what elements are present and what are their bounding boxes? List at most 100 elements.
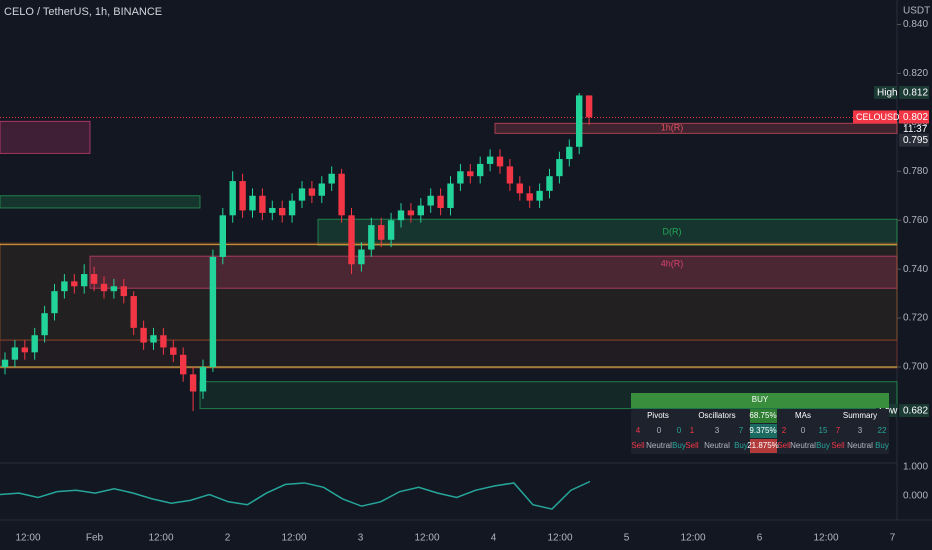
candle-body <box>477 163 484 177</box>
zone <box>317 218 898 246</box>
last-price: 0.802 <box>903 112 928 123</box>
high-value-bg <box>899 85 929 99</box>
candle-body <box>397 210 405 221</box>
candle-body <box>328 173 335 184</box>
signal-label: Sell <box>685 441 699 450</box>
candle-body <box>437 195 444 208</box>
level-price: 0.795 <box>903 135 928 146</box>
countdown: 11:37 <box>903 124 928 135</box>
candle-body <box>348 215 355 265</box>
osc-tick-label: 0.000 <box>903 491 928 502</box>
zone <box>0 195 201 209</box>
x-tick-label: 12:00 <box>414 533 439 544</box>
signal-count: 2 <box>782 426 787 435</box>
candle-body <box>130 296 137 328</box>
candle-body <box>170 347 177 355</box>
signal-percent-bg <box>750 439 777 453</box>
candle-body <box>378 225 385 240</box>
symbol: CELOUSDT <box>856 112 906 122</box>
signal-label: Sell <box>631 441 645 450</box>
candle-body <box>387 220 395 240</box>
candle-body <box>269 207 276 213</box>
candle-body <box>61 281 68 292</box>
signal-count: 0 <box>801 426 806 435</box>
level-price-bg <box>899 133 929 147</box>
x-tick-label: 6 <box>757 533 763 544</box>
candle-body <box>229 181 236 216</box>
candle-body <box>41 313 48 336</box>
candle-body <box>496 156 504 167</box>
candle-body <box>189 374 197 392</box>
signal-label: Neutral <box>790 441 816 450</box>
low-value-bg <box>899 404 929 418</box>
candle-body <box>566 146 573 160</box>
y-tick-label: 0.740 <box>903 264 928 275</box>
signal-group: Oscillators <box>698 411 735 420</box>
candle-body <box>71 281 78 287</box>
x-tick-label: 2 <box>225 533 231 544</box>
candle-body <box>427 195 434 206</box>
signal-group: Pivots <box>647 411 669 420</box>
signal-label: Buy <box>734 441 748 450</box>
x-tick-label: 3 <box>358 533 364 544</box>
high-tag-bg <box>874 85 897 99</box>
x-tick-label: 12:00 <box>15 533 40 544</box>
candle-body <box>546 176 553 191</box>
y-tick-label: 0.840 <box>903 19 928 30</box>
candle-body <box>486 156 494 164</box>
x-tick-label: 12:00 <box>281 533 306 544</box>
candle-body <box>288 200 296 216</box>
signal-percent: 21.875% <box>747 441 779 450</box>
candle-body <box>259 195 266 213</box>
high-label: High <box>877 88 898 99</box>
high-value: 0.812 <box>903 88 928 99</box>
candle-body <box>249 195 256 211</box>
candle-body <box>81 274 88 287</box>
candle-body <box>576 95 583 147</box>
signal-count: 3 <box>858 426 863 435</box>
candle-body <box>209 256 217 368</box>
candle-body <box>120 286 127 297</box>
signal-title: BUY <box>752 395 769 404</box>
zone-label: D(R) <box>663 227 682 237</box>
candle-body <box>467 171 474 177</box>
candle-body <box>536 190 543 201</box>
candle-body <box>585 95 593 118</box>
zone <box>89 255 898 289</box>
candle-body <box>110 286 118 292</box>
signal-count: 7 <box>739 426 744 435</box>
oscillator-line <box>0 480 591 510</box>
zone <box>0 339 898 369</box>
signal-count: 7 <box>836 426 841 435</box>
candle-body <box>318 183 325 196</box>
signal-count: 3 <box>715 426 720 435</box>
candle-body <box>526 193 533 201</box>
low-value: 0.682 <box>903 406 928 417</box>
signal-percent-bg <box>750 409 777 423</box>
candle-body <box>308 188 316 196</box>
candle-body <box>457 171 464 184</box>
candle-body <box>298 188 306 201</box>
x-tick-label: 12:00 <box>813 533 838 544</box>
y-tick-label: 0.820 <box>903 68 928 79</box>
candle-body <box>219 215 226 257</box>
last-price-bg <box>899 110 929 124</box>
signal-count: 4 <box>636 426 641 435</box>
signal-count: 22 <box>878 426 887 435</box>
candle-body <box>90 274 98 284</box>
candle-body <box>358 249 365 265</box>
signal-count: 1 <box>690 426 695 435</box>
x-tick-label: 12:00 <box>148 533 173 544</box>
signal-percent-bg <box>750 424 777 438</box>
candle-body <box>417 205 424 216</box>
osc-tick-label: 1.000 <box>903 462 928 473</box>
candle-body <box>279 207 286 216</box>
y-tick-label: 0.700 <box>903 362 928 373</box>
x-tick-label: 4 <box>491 533 497 544</box>
zone <box>0 120 91 154</box>
y-tick-label: 0.720 <box>903 313 928 324</box>
candle-body <box>140 327 147 343</box>
signal-percent: 68.75% <box>749 411 776 420</box>
candle-body <box>556 159 563 177</box>
y-tick-label: 0.780 <box>903 166 928 177</box>
